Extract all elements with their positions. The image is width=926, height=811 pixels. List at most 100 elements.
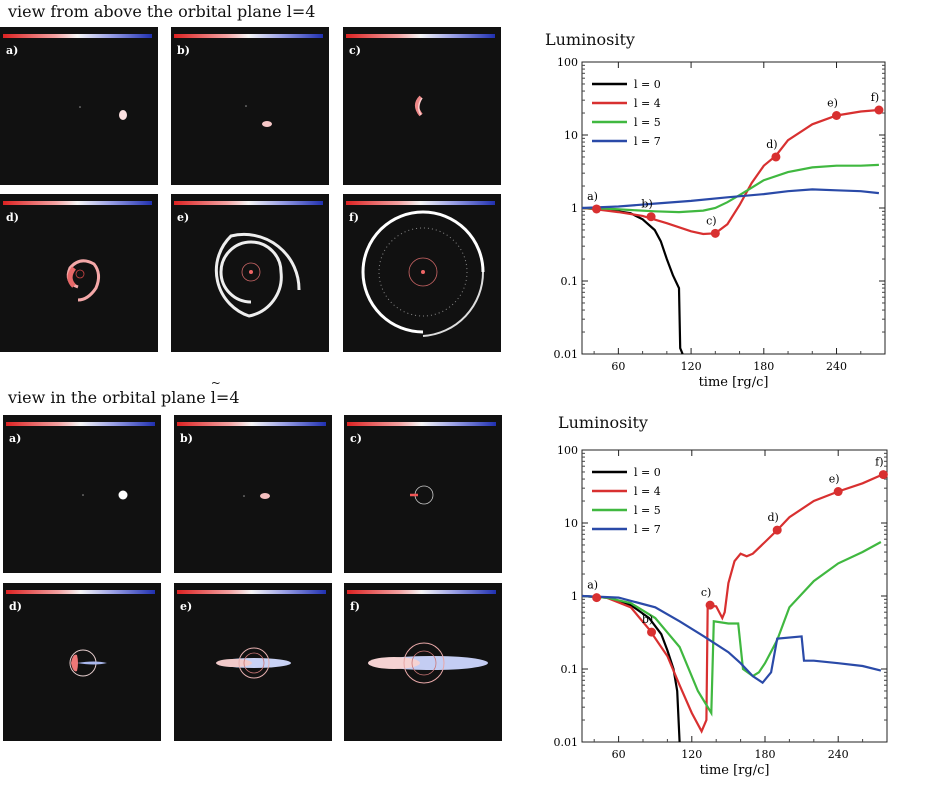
bottom-panel-a: a) [3, 415, 161, 573]
legend-label: l = 0 [634, 78, 661, 91]
panel-image [216, 647, 291, 679]
annotation-label: e) [829, 473, 840, 486]
bottom-panel-b: b) [174, 415, 332, 573]
legend-label: l = 4 [634, 97, 661, 110]
x-tick-label: 60 [612, 748, 626, 761]
annotation-label: b) [641, 198, 652, 211]
x-tick-label: 120 [681, 360, 702, 373]
panel-label: e) [180, 600, 193, 613]
legend-label: l = 4 [634, 485, 661, 498]
x-tick-label: 240 [828, 748, 849, 761]
series-line [581, 188, 880, 210]
top-panel-a: a) [0, 27, 158, 185]
colorbar [347, 422, 496, 426]
panel-image [410, 485, 434, 505]
y-tick-label: 0.1 [561, 663, 579, 676]
annotation-marker [592, 593, 602, 603]
y-tick-label: 0.01 [554, 348, 579, 361]
y-tick-label: 0.1 [561, 275, 579, 288]
x-tick-label: 180 [755, 748, 776, 761]
panel-image [368, 642, 488, 684]
luminosity-chart-2: 0.01 0.1 1 10 100 60 120 180 240 time [rg/c] l = 0… [554, 444, 888, 778]
chart-2-title: Luminosity [558, 413, 648, 432]
annotation-label: f) [875, 456, 883, 469]
colorbar [177, 422, 326, 426]
annotation-marker [772, 525, 782, 535]
annotation-label: e) [827, 96, 838, 109]
legend-label: l = 7 [634, 523, 661, 536]
bottom-panel-c: c) [344, 415, 502, 573]
y-tick-label: 100 [557, 56, 578, 69]
annotation-label: b) [642, 613, 653, 626]
panel-image [243, 493, 270, 499]
annotation-label: c) [701, 586, 711, 599]
annotation-marker [592, 204, 602, 214]
top-panel-c: c) [343, 27, 501, 185]
colorbar [3, 34, 152, 38]
chart-1: 0.01 0.1 1 10 100 60 120 180 240 time [rg/c] l = 0… [540, 52, 900, 401]
colorbar [174, 34, 323, 38]
legend-label: l = 5 [634, 504, 661, 517]
annotation-label: f) [871, 91, 879, 104]
colorbar [347, 590, 496, 594]
annotation-label: d) [768, 511, 779, 524]
annotation-label: d) [766, 138, 777, 151]
colorbar [346, 201, 495, 205]
top-title-suffix: =4 [291, 2, 316, 21]
bottom-panel-d: d) [3, 583, 161, 741]
y-tick-label: 10 [564, 517, 578, 530]
top-panel-d: d) [0, 194, 158, 352]
panel-image [69, 649, 107, 677]
panel-label: b) [177, 44, 190, 57]
colorbar [3, 201, 152, 205]
panel-label: d) [6, 211, 19, 224]
colorbar [6, 422, 155, 426]
panel-label: e) [177, 211, 190, 224]
annotation-marker [771, 152, 781, 162]
panel-image [82, 490, 128, 500]
legend-label: l = 0 [634, 466, 661, 479]
x-axis-label: time [rg/c] [700, 763, 770, 778]
series-line [581, 541, 882, 717]
panel-image [66, 259, 101, 302]
plot-frame [581, 61, 886, 355]
chart-1-title: Luminosity [545, 30, 635, 49]
panel-label: d) [9, 600, 22, 613]
panel-label: b) [180, 432, 193, 445]
annotation-marker [710, 228, 720, 238]
panel-image [214, 232, 301, 318]
x-tick-label: 120 [681, 748, 702, 761]
luminosity-chart-1: 0.01 0.1 1 10 100 60 120 180 240 time [rg/c] l = 0… [554, 56, 886, 390]
legend-label: l = 5 [634, 116, 661, 129]
bottom-title-l: l [211, 376, 221, 407]
annotation-marker [646, 212, 656, 222]
annotation-label: a) [587, 190, 598, 203]
series-line [581, 206, 684, 355]
series-line [581, 594, 882, 685]
chart-2: 0.01 0.1 1 10 100 60 120 180 240 time [rg/c] l = 0… [540, 440, 900, 794]
series-line [581, 163, 879, 214]
top-panel-f: f) [343, 194, 501, 352]
panel-label: f) [350, 600, 360, 613]
panel-label: c) [350, 432, 362, 445]
series-line [581, 474, 882, 734]
x-axis-label: time [rg/c] [699, 375, 769, 390]
y-tick-label: 100 [557, 444, 578, 457]
x-tick-label: 60 [611, 360, 625, 373]
bottom-section-title: view in the orbital plane l=4 [8, 376, 240, 407]
panel-image [415, 95, 423, 117]
annotation-marker [705, 600, 715, 610]
panel-label: a) [9, 432, 22, 445]
annotation-marker [878, 470, 888, 480]
bottom-title-suffix: =4 [215, 388, 240, 407]
y-tick-label: 1 [571, 590, 578, 603]
colorbar [177, 590, 326, 594]
bottom-panel-f: f) [344, 583, 502, 741]
y-tick-label: 0.01 [554, 736, 579, 749]
annotation-marker [647, 627, 657, 637]
panel-label: f) [349, 211, 359, 224]
legend-label: l = 7 [634, 135, 661, 148]
y-tick-label: 1 [571, 202, 578, 215]
x-tick-label: 240 [826, 360, 847, 373]
annotation-marker [833, 487, 843, 497]
